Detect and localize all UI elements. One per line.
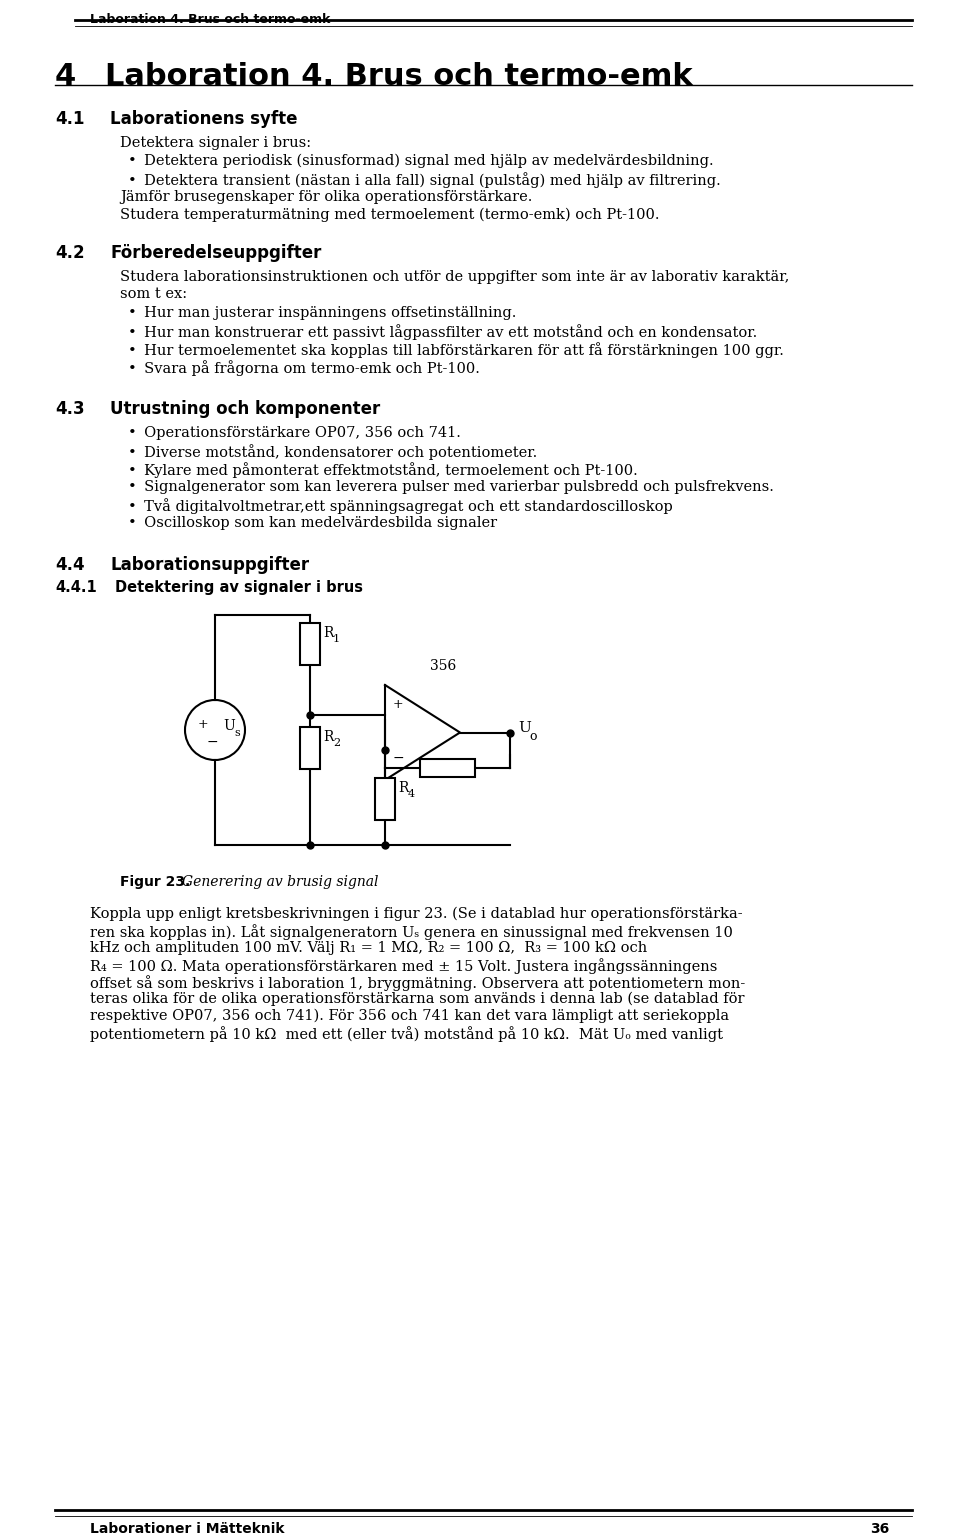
Text: • Detektera periodisk (sinusformad) signal med hjälp av medelvärdesbildning.: • Detektera periodisk (sinusformad) sign… xyxy=(128,154,713,169)
Bar xyxy=(420,758,475,777)
Text: Laboration 4. Brus och termo-emk: Laboration 4. Brus och termo-emk xyxy=(90,12,330,26)
Text: +: + xyxy=(198,717,208,731)
Text: R: R xyxy=(443,758,453,774)
Text: 4: 4 xyxy=(55,61,76,91)
Text: potentiometern på 10 kΩ  med ett (eller två) motstånd på 10 kΩ.  Mät Uₒ med vanl: potentiometern på 10 kΩ med ett (eller t… xyxy=(90,1025,723,1042)
Bar xyxy=(300,728,320,769)
Text: • Hur man justerar inspänningens offsetinställning.: • Hur man justerar inspänningens offseti… xyxy=(128,305,516,319)
Text: 36: 36 xyxy=(870,1523,889,1535)
Text: • Kylare med påmonterat effektmotstånd, termoelement och Pt-100.: • Kylare med påmonterat effektmotstånd, … xyxy=(128,462,637,477)
Text: R: R xyxy=(398,781,408,795)
Text: Förberedelseuppgifter: Förberedelseuppgifter xyxy=(110,244,322,262)
Text: Generering av brusig signal: Generering av brusig signal xyxy=(182,875,378,889)
Text: R₄ = 100 Ω. Mata operationsförstärkaren med ± 15 Volt. Justera ingångssänningens: R₄ = 100 Ω. Mata operationsförstärkaren … xyxy=(90,958,717,973)
Text: • Diverse motstånd, kondensatorer och potentiometer.: • Diverse motstånd, kondensatorer och po… xyxy=(128,444,538,460)
Text: −: − xyxy=(206,735,218,749)
Text: Detektering av signaler i brus: Detektering av signaler i brus xyxy=(115,580,363,596)
Text: Laborationens syfte: Laborationens syfte xyxy=(110,111,298,127)
Text: Laborationsuppgifter: Laborationsuppgifter xyxy=(110,556,309,574)
Text: 4.4.1: 4.4.1 xyxy=(55,580,97,596)
Text: Jämför brusegenskaper för olika operationsförstärkare.: Jämför brusegenskaper för olika operatio… xyxy=(120,190,533,204)
Text: som t ex:: som t ex: xyxy=(120,287,187,301)
Text: Laborationer i Mätteknik: Laborationer i Mätteknik xyxy=(90,1523,284,1535)
Text: s: s xyxy=(234,728,240,738)
Text: 4.3: 4.3 xyxy=(55,401,84,418)
Text: 4.4: 4.4 xyxy=(55,556,84,574)
Text: • Hur man konstruerar ett passivt lågpassfilter av ett motstånd och en kondensat: • Hur man konstruerar ett passivt lågpas… xyxy=(128,324,757,339)
Text: offset så som beskrivs i laboration 1, bryggmätning. Observera att potentiometer: offset så som beskrivs i laboration 1, b… xyxy=(90,975,745,992)
Text: +: + xyxy=(393,698,403,712)
Text: • Svara på frågorna om termo-emk och Pt-100.: • Svara på frågorna om termo-emk och Pt-… xyxy=(128,361,480,376)
Text: −: − xyxy=(393,751,404,764)
Text: • Oscilloskop som kan medelvärdesbilda signaler: • Oscilloskop som kan medelvärdesbilda s… xyxy=(128,516,497,530)
Text: U: U xyxy=(223,718,235,734)
Text: ren ska kopplas in). Låt signalgeneratorn Uₛ genera en sinussignal med frekvense: ren ska kopplas in). Låt signalgenerator… xyxy=(90,924,732,939)
Text: R: R xyxy=(323,731,333,744)
Text: Studera laborationsinstruktionen och utför de uppgifter som inte är av laborativ: Studera laborationsinstruktionen och utf… xyxy=(120,270,789,284)
Text: Utrustning och komponenter: Utrustning och komponenter xyxy=(110,401,380,418)
Text: R: R xyxy=(323,626,333,640)
Bar xyxy=(300,623,320,665)
Text: 1: 1 xyxy=(333,634,340,645)
Text: Laboration 4. Brus och termo-emk: Laboration 4. Brus och termo-emk xyxy=(105,61,692,91)
Text: U: U xyxy=(518,721,531,735)
Text: 356: 356 xyxy=(430,659,456,672)
Text: Figur 23.: Figur 23. xyxy=(120,875,190,889)
Text: Detektera signaler i brus:: Detektera signaler i brus: xyxy=(120,137,311,150)
Text: kHz och amplituden 100 mV. Välj R₁ = 1 MΩ, R₂ = 100 Ω,  R₃ = 100 kΩ och: kHz och amplituden 100 mV. Välj R₁ = 1 M… xyxy=(90,941,647,955)
Text: 3: 3 xyxy=(452,768,460,778)
Text: • Hur termoelementet ska kopplas till labförstärkaren för att få förstärkningen : • Hur termoelementet ska kopplas till la… xyxy=(128,342,784,358)
Text: Koppla upp enligt kretsbeskrivningen i figur 23. (Se i datablad hur operationsfö: Koppla upp enligt kretsbeskrivningen i f… xyxy=(90,907,743,921)
Text: Studera temperaturmätning med termoelement (termo-emk) och Pt-100.: Studera temperaturmätning med termoeleme… xyxy=(120,209,660,223)
Text: 2: 2 xyxy=(333,738,340,748)
Bar xyxy=(375,778,395,820)
Text: 4: 4 xyxy=(408,789,415,800)
Text: • Signalgenerator som kan leverera pulser med varierbar pulsbredd och pulsfrekve: • Signalgenerator som kan leverera pulse… xyxy=(128,480,774,494)
Text: teras olika för de olika operationsförstärkarna som används i denna lab (se data: teras olika för de olika operationsförst… xyxy=(90,992,745,1007)
Text: 4.2: 4.2 xyxy=(55,244,84,262)
Text: 4.1: 4.1 xyxy=(55,111,84,127)
Text: • Detektera transient (nästan i alla fall) signal (pulståg) med hjälp av filtrer: • Detektera transient (nästan i alla fal… xyxy=(128,172,721,187)
Text: o: o xyxy=(529,731,537,743)
Text: respektive OP07, 356 och 741). För 356 och 741 kan det vara lämpligt att serieko: respektive OP07, 356 och 741). För 356 o… xyxy=(90,1008,730,1024)
Text: • Två digitalvoltmetrar,ett spänningsagregat och ett standardoscilloskop: • Två digitalvoltmetrar,ett spänningsagr… xyxy=(128,497,673,514)
Text: • Operationsförstärkare OP07, 356 och 741.: • Operationsförstärkare OP07, 356 och 74… xyxy=(128,427,461,441)
